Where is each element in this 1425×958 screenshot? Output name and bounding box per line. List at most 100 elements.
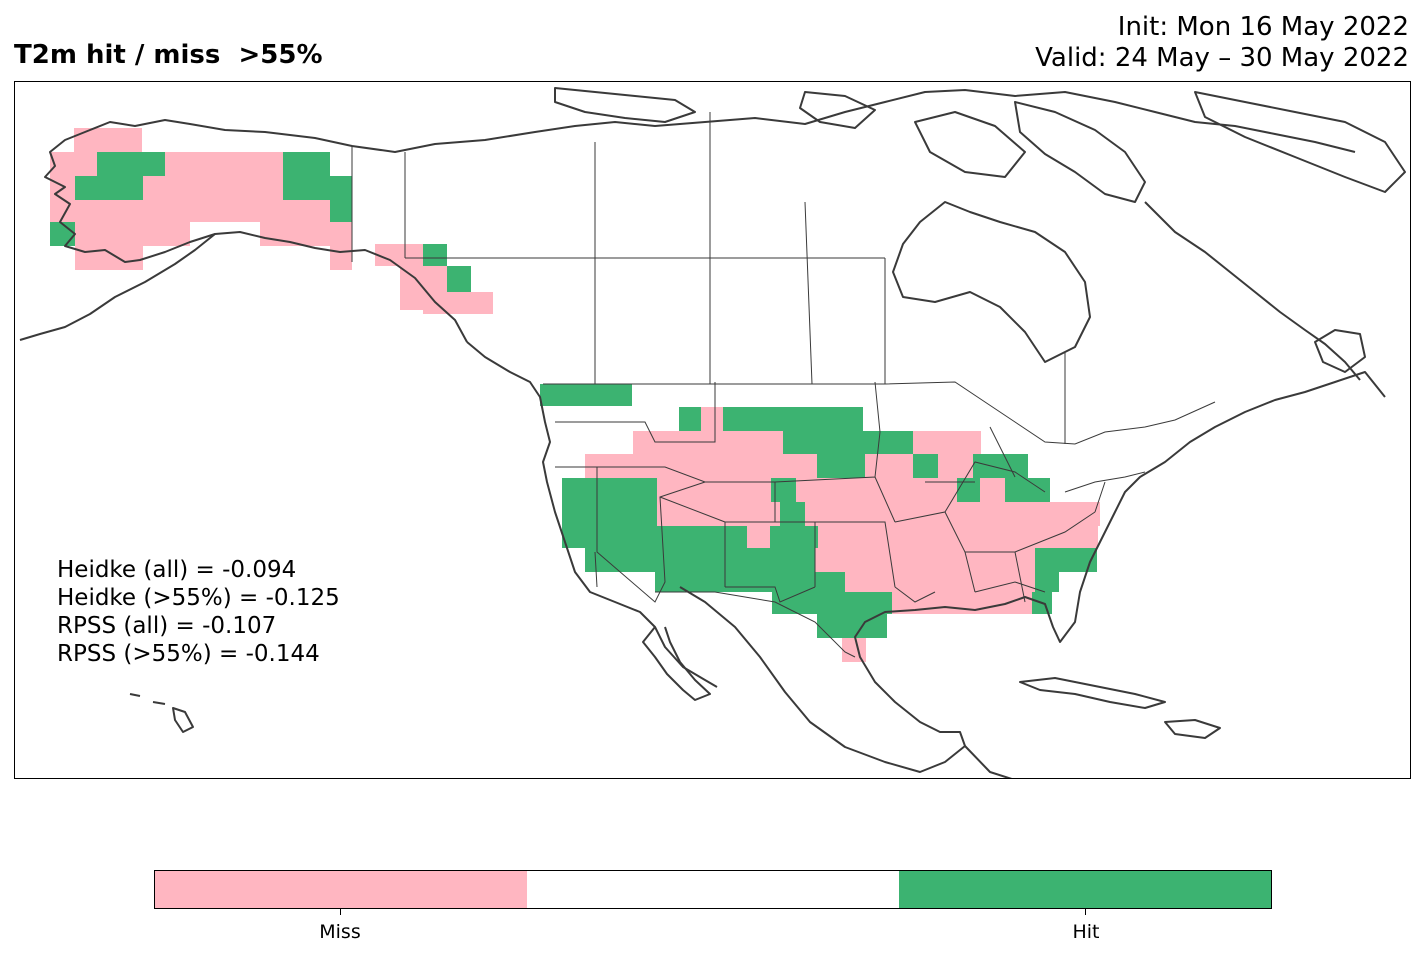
arctic-coast bbox=[351, 89, 1356, 153]
hit-cell-2 bbox=[97, 152, 165, 176]
hit-cell-26 bbox=[723, 407, 863, 431]
miss-cell-44 bbox=[819, 478, 889, 502]
hit-cell-70 bbox=[655, 572, 750, 592]
colorbar-miss-segment bbox=[155, 871, 527, 908]
hit-cell-46 bbox=[957, 478, 980, 502]
colorbar-label-miss: Miss bbox=[319, 921, 361, 943]
hit-cell-9 bbox=[330, 176, 352, 222]
colorbar-tick-miss bbox=[340, 909, 341, 915]
miss-cell-14 bbox=[75, 246, 143, 270]
hispaniola bbox=[1164, 719, 1221, 739]
miss-cell-16 bbox=[375, 244, 423, 266]
hit-cell-77 bbox=[817, 614, 887, 638]
mexico-gulf-coast bbox=[679, 371, 1386, 773]
miss-cell-37 bbox=[938, 454, 973, 478]
miss-cell-43 bbox=[796, 478, 819, 502]
miss-cell-25 bbox=[701, 407, 723, 431]
us-state-borders bbox=[555, 381, 1146, 603]
baja-coast bbox=[642, 626, 711, 701]
miss-cell-1 bbox=[50, 152, 97, 176]
hit-cell-23 bbox=[540, 384, 632, 406]
map-title: T2m hit / miss >55% bbox=[14, 40, 323, 70]
hit-cell-61 bbox=[770, 526, 818, 548]
hit-cell-73 bbox=[1035, 572, 1059, 592]
hudson-bay-coast bbox=[892, 201, 1091, 363]
alaska-coast bbox=[44, 119, 468, 343]
political-borders bbox=[351, 112, 1216, 658]
hawaii-islands bbox=[129, 693, 194, 733]
map-canvas bbox=[19, 87, 1406, 778]
pacific-coast bbox=[466, 341, 718, 688]
central-america-coast bbox=[964, 745, 1013, 778]
miss-cell-78 bbox=[842, 638, 866, 662]
alaska-peninsula bbox=[19, 233, 216, 341]
miss-cell-18 bbox=[400, 266, 448, 288]
miss-cell-32 bbox=[585, 454, 700, 478]
hit-cell-69 bbox=[1035, 548, 1097, 572]
hit-cell-57 bbox=[562, 526, 657, 548]
hit-cell-59 bbox=[727, 526, 747, 548]
rpss-all-score: RPSS (all) = -0.107 bbox=[57, 613, 277, 639]
miss-cell-12 bbox=[75, 222, 190, 246]
hit-cell-8 bbox=[283, 176, 330, 200]
miss-cell-35 bbox=[865, 454, 913, 478]
arctic-island-2 bbox=[799, 91, 876, 129]
miss-cell-27 bbox=[633, 431, 701, 455]
grid-cells bbox=[50, 128, 1100, 662]
miss-cell-67 bbox=[815, 548, 885, 572]
cuba bbox=[1019, 677, 1166, 709]
miss-cell-28 bbox=[701, 431, 783, 455]
arctic-island-4 bbox=[1194, 91, 1406, 193]
miss-cell-3 bbox=[165, 152, 283, 176]
rpss-55-score: RPSS (>55%) = -0.144 bbox=[57, 641, 320, 667]
colorbar-label-hit: Hit bbox=[1072, 921, 1100, 943]
hit-cell-36 bbox=[913, 454, 938, 478]
hit-cell-49 bbox=[562, 502, 657, 526]
colorbar-neutral-segment bbox=[527, 871, 899, 908]
miss-cell-63 bbox=[888, 526, 1098, 548]
heidke-all-score: Heidke (all) = -0.094 bbox=[57, 557, 297, 583]
map-frame bbox=[14, 81, 1411, 779]
date-block: Init: Mon 16 May 2022 Valid: 24 May – 30… bbox=[1035, 12, 1409, 74]
hit-cell-4 bbox=[283, 152, 330, 176]
baffin-island bbox=[1014, 101, 1146, 203]
hit-cell-39 bbox=[562, 478, 657, 502]
hit-cell-58 bbox=[657, 526, 727, 548]
colorbar-hit-segment bbox=[899, 871, 1271, 908]
hit-cell-17 bbox=[423, 244, 447, 266]
miss-cell-31 bbox=[913, 431, 981, 455]
hit-cell-24 bbox=[679, 407, 701, 431]
miss-cell-62 bbox=[818, 526, 888, 548]
hit-cell-34 bbox=[817, 454, 865, 478]
hit-cell-74 bbox=[772, 592, 892, 614]
hit-cell-19 bbox=[447, 266, 471, 288]
miss-cell-13 bbox=[260, 222, 352, 246]
miss-cell-60 bbox=[747, 526, 770, 548]
miss-cell-47 bbox=[980, 478, 1005, 502]
hit-cell-29 bbox=[783, 431, 873, 455]
skill-scores: Heidke (all) = -0.094 Heidke (>55%) = -0… bbox=[57, 556, 340, 668]
hit-cell-71 bbox=[750, 572, 845, 592]
init-date: Init: Mon 16 May 2022 bbox=[1117, 12, 1409, 42]
coastlines bbox=[19, 87, 1406, 778]
miss-cell-22 bbox=[423, 292, 493, 314]
miss-cell-56 bbox=[980, 502, 1100, 526]
arctic-island-1 bbox=[554, 87, 696, 123]
miss-cell-15 bbox=[330, 246, 352, 270]
hit-cell-11 bbox=[50, 222, 75, 246]
colorbar-tick-hit bbox=[1085, 909, 1086, 915]
labrador-coast bbox=[1144, 201, 1361, 381]
heidke-55-score: Heidke (>55%) = -0.125 bbox=[57, 585, 340, 611]
newfoundland bbox=[1314, 329, 1366, 373]
hit-cell-65 bbox=[655, 548, 725, 572]
hit-cell-66 bbox=[725, 548, 815, 572]
colorbar bbox=[154, 870, 1272, 909]
hit-cell-38 bbox=[973, 454, 1028, 478]
miss-cell-50 bbox=[657, 502, 702, 526]
hit-cell-6 bbox=[75, 176, 143, 200]
miss-cell-10 bbox=[50, 200, 330, 222]
province-borders bbox=[404, 112, 1066, 444]
miss-cell-33 bbox=[700, 454, 817, 478]
us-canada-border bbox=[543, 381, 1216, 445]
hit-cell-48 bbox=[1005, 478, 1050, 502]
